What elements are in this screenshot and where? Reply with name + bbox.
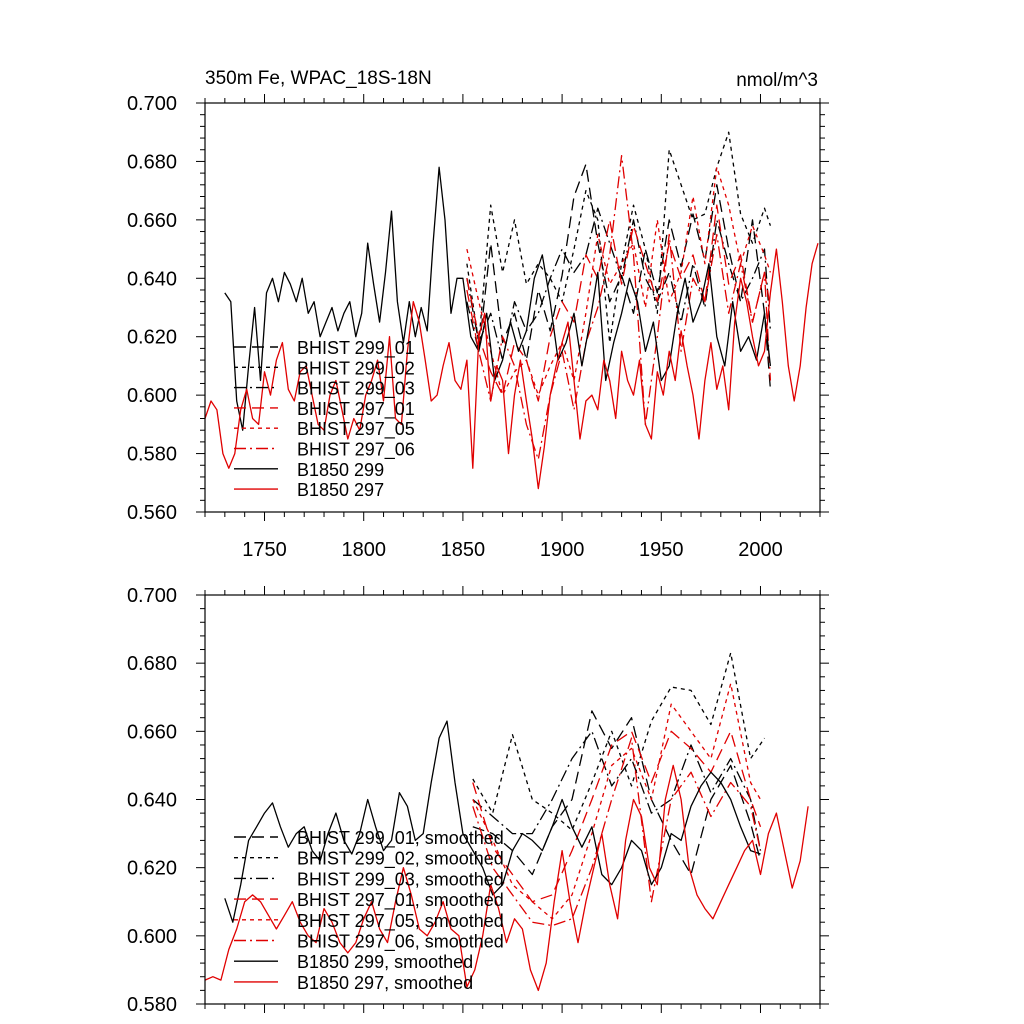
y-tick-label: 0.700 xyxy=(127,93,177,115)
y-tick-label: 0.560 xyxy=(127,502,177,524)
chart-title: 350m Fe, WPAC_18S-18N xyxy=(205,68,432,89)
y-tick-label: 0.620 xyxy=(127,327,177,349)
series-line xyxy=(224,720,761,923)
y-tick-label: 0.660 xyxy=(127,721,177,743)
series-line xyxy=(204,243,819,490)
series-line xyxy=(466,154,772,461)
legend-label: B1850 299 xyxy=(297,460,384,480)
x-tick-label: 1750 xyxy=(242,539,287,561)
legend-label: BHIST 297_05 xyxy=(297,419,415,440)
series-line xyxy=(466,163,772,390)
series-line xyxy=(472,710,762,876)
series-line xyxy=(224,166,772,431)
y-tick-label: 0.700 xyxy=(127,585,177,607)
x-tick-label: 1950 xyxy=(639,539,684,561)
legend-label: BHIST 299_01, smoothed xyxy=(297,828,504,849)
legend-label: BHIST 299_02 xyxy=(297,358,415,379)
y-tick-label: 0.580 xyxy=(127,994,177,1016)
series-line xyxy=(472,737,762,927)
series-line xyxy=(472,682,762,920)
x-tick-label: 2000 xyxy=(738,539,783,561)
y-tick-label: 0.660 xyxy=(127,210,177,232)
legend-label: BHIST 299_02, smoothed xyxy=(297,849,504,870)
series-line xyxy=(472,730,762,851)
y-tick-label: 0.640 xyxy=(127,790,177,812)
y-tick-label: 0.620 xyxy=(127,858,177,880)
y-tick-label: 0.600 xyxy=(127,385,177,407)
legend-label: BHIST 297_01 xyxy=(297,399,415,420)
units-label: nmol/m^3 xyxy=(736,70,818,91)
y-tick-label: 0.640 xyxy=(127,268,177,290)
y-tick-label: 0.580 xyxy=(127,444,177,466)
series-line xyxy=(466,204,772,402)
series-line xyxy=(472,730,762,903)
legend-label: B1850 297 xyxy=(297,480,384,500)
plot-frame xyxy=(204,102,821,513)
x-tick-label: 1800 xyxy=(341,539,386,561)
legend-label: BHIST 297_05, smoothed xyxy=(297,911,504,932)
axis-ticks: 0.580 0.600 0.620 0.640 0.660 0.680 0.700 xyxy=(127,585,829,1016)
axis-ticks: 0.560 0.580 0.600 0.620 0.640 0.660 0.680 0.700… xyxy=(127,93,829,561)
series-line xyxy=(204,764,809,992)
legend-label: BHIST 299_03 xyxy=(297,379,415,400)
x-tick-label: 1850 xyxy=(441,539,486,561)
top-panel: 350m Fe, WPAC_18S-18N nmol/m^3 0.560 0.58… xyxy=(127,68,829,561)
legend-label: B1850 297, smoothed xyxy=(297,973,473,993)
legend-label: BHIST 297_01, smoothed xyxy=(297,890,504,911)
series-line xyxy=(466,131,772,344)
series-line xyxy=(466,207,772,361)
legend-label: BHIST 297_06 xyxy=(297,440,415,461)
legend-label: BHIST 299_01 xyxy=(297,338,415,359)
plot-area xyxy=(204,652,809,992)
series-line xyxy=(472,652,766,831)
y-tick-label: 0.600 xyxy=(127,926,177,948)
x-tick-label: 1900 xyxy=(540,539,585,561)
plot-area xyxy=(204,131,819,490)
y-tick-label: 0.680 xyxy=(127,653,177,675)
legend-label: B1850 299, smoothed xyxy=(297,952,473,972)
y-tick-label: 0.680 xyxy=(127,151,177,173)
legend-label: BHIST 299_03, smoothed xyxy=(297,869,504,890)
bottom-panel: 0.580 0.600 0.620 0.640 0.660 0.680 0.700 BHIS… xyxy=(127,585,829,1016)
legend-label: BHIST 297_06, smoothed xyxy=(297,932,504,953)
